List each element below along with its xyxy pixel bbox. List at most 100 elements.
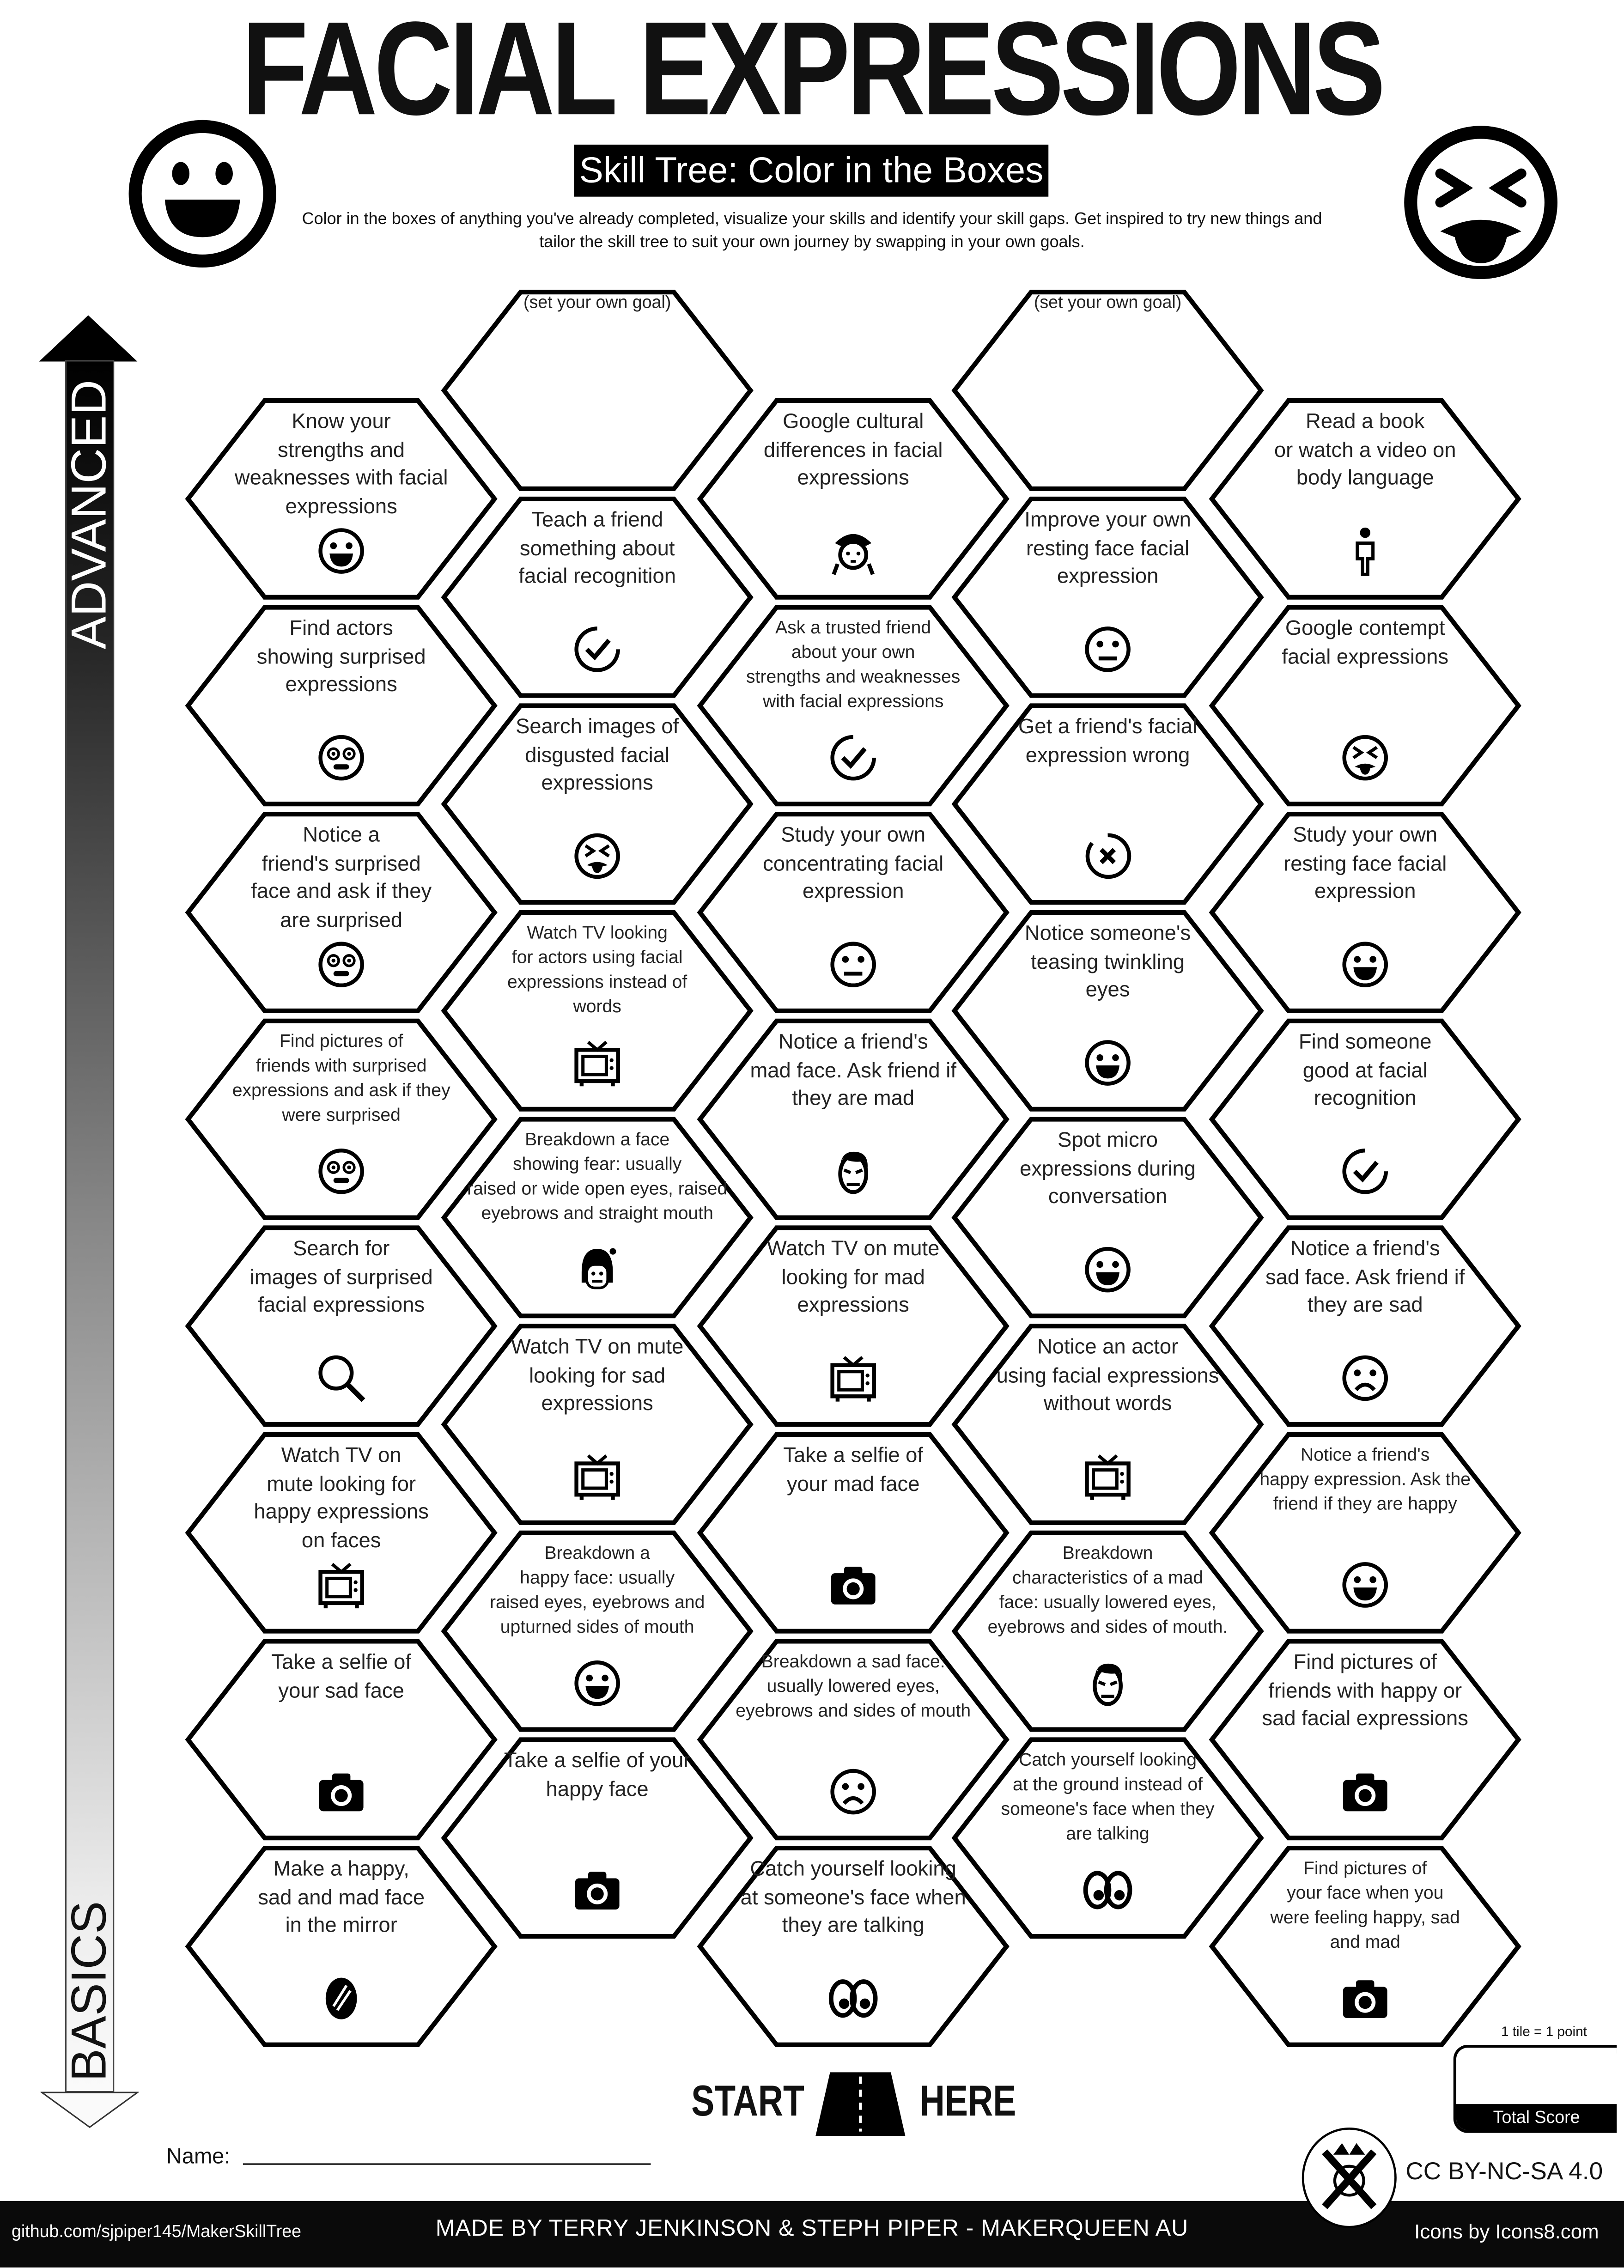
skill-tile[interactable]: Watch TV on mute looking for mad express… [697,1225,1010,1427]
license-label: CC BY-NC-SA 4.0 [1405,2157,1603,2185]
hexagon-box[interactable] [185,1018,498,1221]
skill-tile[interactable]: Notice someone's teasing twinkling eyes [951,910,1264,1112]
skill-tile[interactable]: (set your own goal) [951,289,1264,492]
skill-tile[interactable]: Take a selfie of your sad face [185,1638,498,1841]
hexagon-box[interactable] [185,398,498,600]
hexagon-box[interactable] [951,1530,1264,1733]
scoring-note: 1 tile = 1 point [1501,2025,1587,2041]
tv-icon [571,1037,623,1089]
name-field[interactable] [243,2163,651,2165]
skill-tile[interactable]: (set your own goal) [441,289,754,492]
skill-tile[interactable]: Catch yourself looking at someone's face… [697,1845,1010,2048]
hexagon-box[interactable] [1209,398,1521,600]
hexagon-box[interactable] [441,1116,754,1319]
skill-tile-text: Breakdown a sad face: usually lowered ey… [736,1651,971,1721]
skill-tile-text: Take a selfie of your mad face [783,1444,924,1496]
skill-tile[interactable]: Find actors showing surprised expression… [185,604,498,807]
total-score-box[interactable]: Total Score [1453,2044,1617,2133]
hexagon-box[interactable] [185,604,498,807]
skill-tile[interactable]: Know your strengths and weaknesses with … [185,398,498,600]
skill-tile[interactable]: Notice a friend's sad face. Ask friend i… [1209,1225,1521,1427]
hexagon-box[interactable] [697,811,1010,1014]
hexagon-box[interactable] [697,1018,1010,1221]
skill-tile[interactable]: Get a friend's facial expression wrong [951,703,1264,905]
hexagon-box[interactable] [1209,1225,1521,1427]
hexagon-box[interactable] [697,604,1010,807]
hexagon-box[interactable] [1209,604,1521,807]
skill-tile[interactable]: Find pictures of friends with happy or s… [1209,1638,1521,1841]
skill-tile[interactable]: Make a happy, sad and mad face in the mi… [185,1845,498,2048]
skill-tile-text: Read a book or watch a video on body lan… [1274,410,1456,491]
hexagon-box[interactable] [441,496,754,699]
hexagon-box[interactable] [951,289,1264,492]
skill-tile[interactable]: Breakdown a face showing fear: usually r… [441,1116,754,1319]
hexagon-box[interactable] [1209,811,1521,1014]
skill-tile[interactable]: Notice an actor using facial expressions… [951,1323,1264,1526]
hexagon-box[interactable] [441,910,754,1112]
skill-tile[interactable]: Watch TV on mute looking for happy expre… [185,1432,498,1634]
hexagon-box[interactable] [185,811,498,1014]
neutral-icon [1082,623,1134,675]
hexagon-box[interactable] [441,289,754,492]
hexagon-box[interactable] [951,1737,1264,1939]
hexagon-box[interactable] [1209,1638,1521,1841]
makerqueen-logo-icon [1302,2128,1397,2228]
neutral-icon [827,938,879,991]
hexagon-box[interactable] [697,1845,1010,2048]
skill-tile[interactable]: Find pictures of friends with surprised … [185,1018,498,1221]
skill-tile-text: (set your own goal) [523,292,671,313]
skill-tile[interactable]: Study your own concentrating facial expr… [697,811,1010,1014]
tv-icon [1082,1450,1134,1502]
hexagon-box[interactable] [951,1116,1264,1319]
hexagon-box[interactable] [185,1845,498,2048]
skill-tile[interactable]: Find pictures of your face when you were… [1209,1845,1521,2048]
skill-tile[interactable]: Breakdown a sad face: usually lowered ey… [697,1638,1010,1841]
hexagon-box[interactable] [1209,1018,1521,1221]
skill-tile[interactable]: Ask a trusted friend about your own stre… [697,604,1010,807]
hexagon-box[interactable] [951,703,1264,905]
hexagon-box[interactable] [697,1432,1010,1634]
hexagon-box[interactable] [185,1225,498,1427]
hexagon-box[interactable] [1209,1845,1521,2048]
hexagon-box[interactable] [1209,1432,1521,1634]
skill-tile[interactable]: Take a selfie of your happy face [441,1737,754,1939]
start-label: START [691,2078,804,2126]
skill-tile[interactable]: Take a selfie of your mad face [697,1432,1010,1634]
hexagon-box[interactable] [185,1432,498,1634]
hexagon-box[interactable] [951,1323,1264,1526]
skill-tile[interactable]: Google contempt facial expressions [1209,604,1521,807]
skill-tile[interactable]: Find someone good at facial recognition [1209,1018,1521,1221]
github-link[interactable]: github.com/sjpiper145/MakerSkillTree [12,2221,302,2242]
hexagon-box[interactable] [697,1225,1010,1427]
hexagon-box[interactable] [185,1638,498,1841]
check-icon [1339,1145,1391,1198]
hexagon-box[interactable] [697,1638,1010,1841]
skill-tile[interactable]: Teach a friend something about facial re… [441,496,754,699]
skill-tile[interactable]: Watch TV looking for actors using facial… [441,910,754,1112]
hexagon-box[interactable] [441,703,754,905]
skill-tile[interactable]: Read a book or watch a video on body lan… [1209,398,1521,600]
hexagon-box[interactable] [441,1323,754,1526]
skill-tile[interactable]: Notice a friend's happy expression. Ask … [1209,1432,1521,1634]
skill-tile[interactable]: Breakdown a happy face: usually raised e… [441,1530,754,1733]
skill-tile[interactable]: Spot micro expressions during conversati… [951,1116,1264,1319]
hexagon-box[interactable] [441,1737,754,1939]
skill-tile[interactable]: Search images of disgusted facial expres… [441,703,754,905]
skill-tile[interactable]: Watch TV on mute looking for sad express… [441,1323,754,1526]
hexagon-box[interactable] [951,910,1264,1112]
skill-tile-text: Teach a friend something about facial re… [518,509,676,589]
hexagon-box[interactable] [697,398,1010,600]
skill-tile[interactable]: Breakdown characteristics of a mad face:… [951,1530,1264,1733]
skill-tile[interactable]: Study your own resting face facial expre… [1209,811,1521,1014]
skill-tile[interactable]: Notice a friend's surprised face and ask… [185,811,498,1014]
skill-tile[interactable]: Google cultural differences in facial ex… [697,398,1010,600]
skill-tile-text: Breakdown a face showing fear: usually r… [467,1129,728,1223]
hexagon-box[interactable] [441,1530,754,1733]
hexagon-box[interactable] [951,496,1264,699]
xface-icon [1082,830,1134,882]
skill-tile[interactable]: Search for images of surprised facial ex… [185,1225,498,1427]
icons-credit-link[interactable]: Icons by Icons8.com [1414,2219,1599,2243]
skill-tile[interactable]: Improve your own resting face facial exp… [951,496,1264,699]
skill-tile[interactable]: Catch yourself looking at the ground ins… [951,1737,1264,1939]
skill-tile[interactable]: Notice a friend's mad face. Ask friend i… [697,1018,1010,1221]
